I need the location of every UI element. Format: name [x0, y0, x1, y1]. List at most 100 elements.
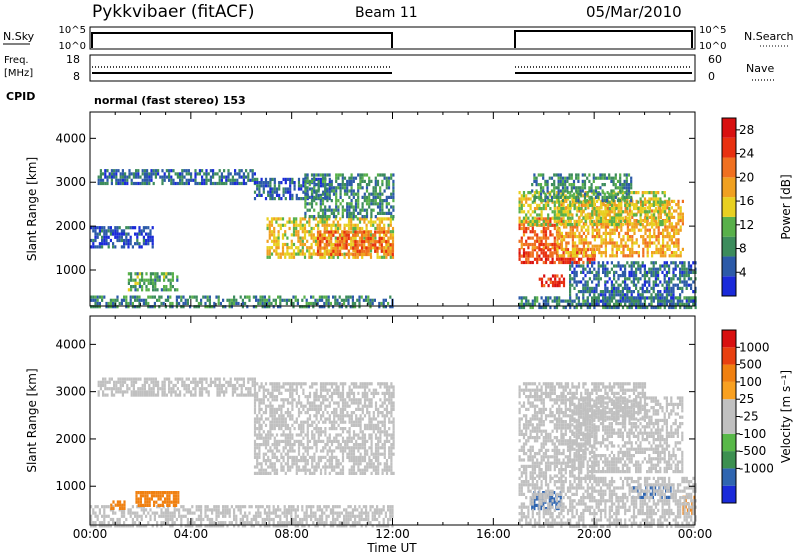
data-cell	[102, 380, 105, 384]
data-cell	[648, 241, 651, 245]
data-cell	[665, 280, 668, 284]
data-cell	[610, 195, 613, 199]
data-cell	[556, 238, 559, 242]
data-cell	[154, 169, 157, 173]
data-cell	[321, 298, 324, 302]
data-cell	[666, 228, 669, 232]
data-cell	[332, 305, 335, 309]
data-cell	[597, 277, 600, 281]
data-cell	[335, 205, 338, 209]
data-cell	[564, 179, 567, 183]
data-cell	[94, 232, 97, 236]
data-cell	[284, 423, 287, 427]
data-cell	[567, 251, 570, 255]
data-cell	[588, 203, 592, 207]
data-cell	[651, 215, 654, 219]
data-cell	[624, 296, 627, 300]
data-cell	[105, 235, 108, 239]
data-cell	[328, 255, 331, 259]
data-cell	[193, 305, 196, 309]
data-cell	[619, 213, 622, 217]
data-cell	[621, 216, 625, 220]
data-cell	[558, 203, 561, 207]
data-cell	[169, 281, 172, 285]
data-cell	[145, 238, 148, 243]
data-cell	[105, 229, 108, 233]
data-cell	[269, 190, 272, 194]
data-cell	[174, 383, 177, 388]
data-cell	[549, 277, 552, 281]
data-cell	[562, 207, 565, 211]
data-cell	[560, 210, 563, 214]
data-cell	[128, 377, 131, 381]
data-cell	[679, 293, 682, 297]
data-cell	[361, 205, 364, 209]
data-cell	[522, 216, 526, 220]
data-cell	[553, 239, 556, 243]
data-cell	[203, 377, 206, 381]
data-cell	[547, 216, 550, 220]
data-cell	[348, 195, 351, 199]
data-cell	[203, 387, 206, 391]
data-cell	[170, 169, 173, 173]
data-cell	[286, 187, 290, 191]
data-cell	[598, 247, 601, 251]
data-cell	[569, 277, 572, 281]
data-cell	[337, 208, 340, 212]
data-cell	[535, 183, 538, 187]
data-cell	[308, 220, 311, 224]
data-cell	[584, 219, 587, 223]
data-cell	[134, 278, 137, 282]
data-cell	[343, 186, 347, 190]
data-cell	[269, 414, 272, 418]
data-cell	[319, 215, 322, 219]
data-cell	[391, 252, 394, 257]
data-cell	[643, 200, 647, 204]
data-cell	[542, 260, 545, 265]
data-cell	[550, 199, 554, 203]
data-cell	[343, 176, 347, 180]
data-cell	[258, 471, 261, 475]
data-cell	[654, 274, 657, 278]
data-cell	[238, 172, 241, 176]
data-cell	[315, 177, 318, 181]
data-cell	[621, 280, 624, 284]
data-cell	[308, 252, 311, 256]
data-cell	[290, 239, 293, 243]
data-cell	[312, 252, 315, 256]
data-cell	[376, 179, 380, 183]
data-cell	[303, 230, 307, 234]
data-cell	[120, 235, 123, 239]
data-cell	[328, 183, 331, 187]
data-cell	[147, 305, 150, 309]
data-cell	[332, 192, 336, 196]
data-cell	[617, 216, 620, 220]
data-cell	[286, 439, 290, 443]
data-cell	[305, 301, 308, 306]
data-cell	[337, 186, 340, 190]
data-cell	[263, 298, 266, 302]
data-cell	[582, 222, 585, 226]
data-cell	[163, 387, 166, 391]
data-cell	[601, 173, 604, 177]
data-cell	[347, 242, 351, 247]
data-cell	[621, 270, 624, 274]
data-cell	[347, 295, 350, 299]
data-cell	[267, 184, 270, 188]
data-cell	[683, 302, 686, 306]
data-cell	[546, 186, 549, 190]
data-cell	[527, 203, 530, 207]
data-cell	[628, 305, 631, 310]
data-cell	[547, 226, 550, 231]
data-cell	[223, 169, 226, 173]
data-cell	[616, 192, 620, 196]
data-cell	[141, 387, 144, 391]
data-cell	[538, 223, 541, 227]
data-cell	[146, 172, 149, 176]
data-cell	[569, 251, 572, 255]
data-cell	[639, 286, 642, 290]
data-cell	[328, 205, 331, 209]
data-cell	[98, 229, 101, 233]
data-cell	[167, 288, 170, 292]
data-cell	[566, 216, 570, 220]
